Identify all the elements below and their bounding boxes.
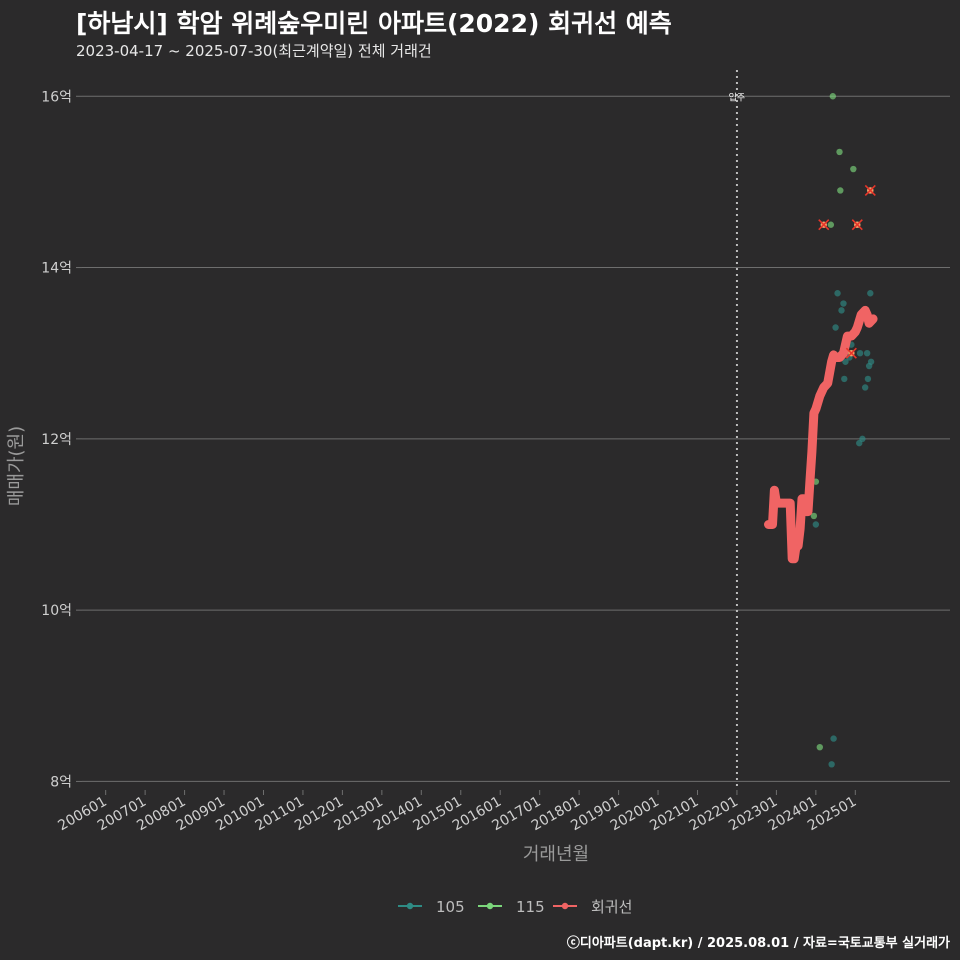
- point-105: [841, 375, 848, 383]
- regression-line: [764, 305, 878, 564]
- legend-marker-2: [561, 902, 569, 910]
- point-115: [836, 148, 843, 156]
- move-in-label: 입주: [729, 91, 746, 103]
- y-tick-label: 8억: [50, 774, 72, 790]
- point-115: [816, 743, 823, 751]
- cancel-x-marker: [818, 219, 830, 231]
- point-115: [850, 165, 857, 173]
- point-105: [828, 761, 835, 768]
- y-tick-label: 14억: [41, 261, 72, 277]
- point-115: [829, 93, 837, 100]
- y-tick-label: 12억: [41, 432, 72, 448]
- point-105: [834, 290, 841, 297]
- point-105: [864, 375, 872, 383]
- cancel-x-marker: [864, 184, 876, 197]
- legend-label: 115: [516, 898, 545, 916]
- source-credit: ⓒ디아파트(dapt.kr) / 2025.08.01 / 자료=국토교통부 실…: [566, 936, 950, 951]
- x-axis-title: 거래년월: [523, 844, 589, 865]
- legend-marker-0: [406, 902, 414, 910]
- y-axis-title: 매매가(원): [6, 426, 27, 506]
- point-105: [832, 324, 839, 331]
- chart-subtitle: 2023-04-17 ~ 2025-07-30(최근계약일) 전체 거래건: [76, 42, 432, 60]
- point-105: [856, 350, 864, 357]
- y-tick-label: 16억: [41, 89, 72, 105]
- point-105: [861, 384, 869, 391]
- cancel-x-marker: [851, 219, 863, 231]
- legend-label: 회귀선: [591, 898, 632, 916]
- point-105: [812, 521, 820, 528]
- point-105: [867, 358, 875, 365]
- point-105: [859, 435, 866, 443]
- point-115: [837, 187, 844, 194]
- point-105: [867, 290, 874, 297]
- point-105: [830, 735, 837, 742]
- cancel-x-marker: [845, 347, 857, 359]
- chart-title: [하남시] 학암 위례숲우미린 아파트(2022) 회귀선 예측: [76, 9, 672, 38]
- point-105: [842, 358, 849, 365]
- legend-label: 105: [436, 898, 465, 916]
- y-tick-label: 10억: [41, 603, 72, 619]
- point-105: [838, 307, 845, 314]
- point-115: [827, 221, 835, 228]
- point-105: [840, 300, 847, 307]
- point-105: [863, 350, 871, 357]
- point-115: [810, 512, 818, 520]
- legend-marker-1: [486, 902, 494, 910]
